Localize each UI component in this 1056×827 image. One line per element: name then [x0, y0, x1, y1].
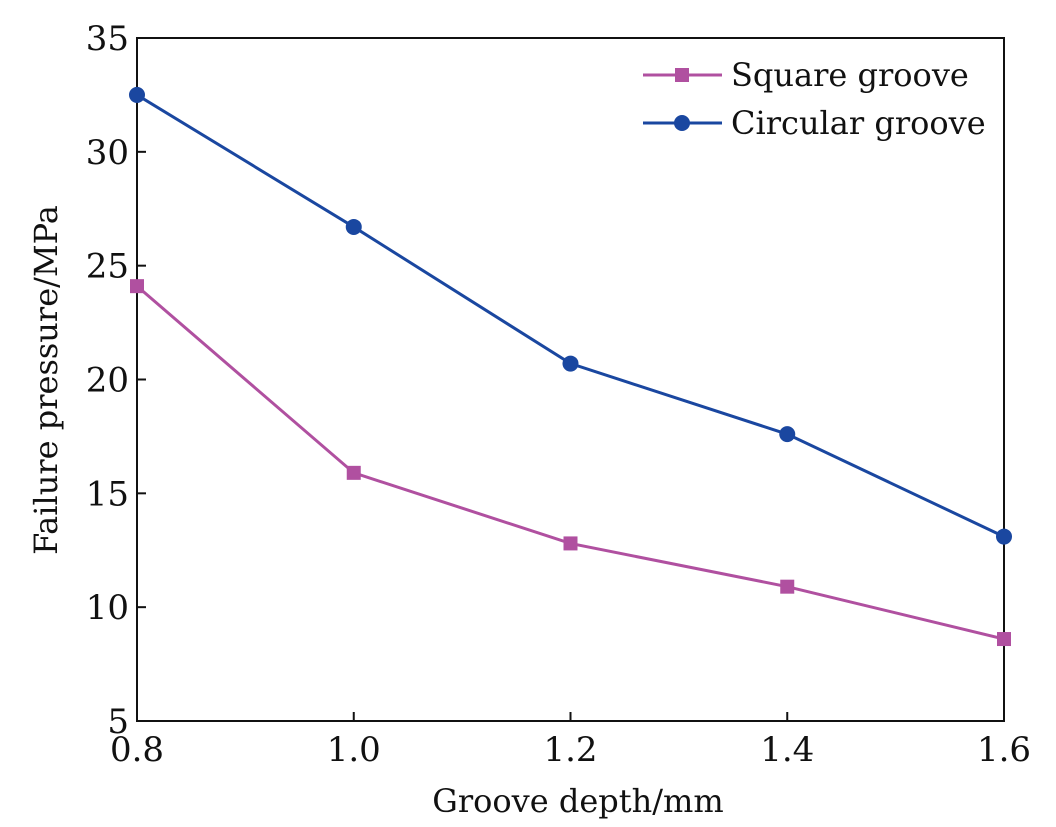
legend-item-circular-groove: Circular groove — [643, 104, 986, 142]
data-point-circular-groove — [562, 355, 579, 372]
series-line-circular-groove — [136, 93, 1005, 538]
series-line-square-groove — [136, 285, 1005, 641]
x-tick-label: 1.2 — [543, 730, 597, 770]
y-tick-label: 35 — [86, 19, 129, 59]
legend-marker-square-groove — [675, 68, 689, 82]
y-tick-label: 5 — [107, 702, 129, 742]
y-tick-label: 20 — [86, 361, 129, 401]
data-point-square-groove — [780, 579, 795, 594]
legend-label-circular-groove: Circular groove — [731, 104, 986, 142]
data-point-circular-groove — [129, 86, 145, 103]
y-tick-label: 10 — [86, 588, 129, 628]
x-tick-label: 1.6 — [977, 730, 1031, 770]
data-point-square-groove — [997, 632, 1011, 647]
y-axis: 5 10 15 20 25 30 35 — [86, 19, 146, 742]
data-point-square-groove — [346, 465, 361, 480]
legend: Square groove Circular groove — [643, 56, 986, 142]
legend-item-square-groove: Square groove — [643, 56, 969, 94]
y-tick-label: 15 — [86, 474, 129, 514]
x-tick-label: 0.8 — [110, 730, 164, 770]
y-axis-title: Failure pressure/MPa — [27, 205, 65, 555]
legend-marker-circular-groove — [674, 115, 690, 131]
x-axis-title: Groove depth/mm — [432, 782, 723, 820]
y-tick-label: 30 — [86, 133, 129, 173]
data-point-circular-groove — [779, 426, 796, 443]
x-tick-label: 1.0 — [327, 730, 381, 770]
series-layer — [129, 86, 1012, 647]
data-point-circular-groove — [345, 218, 362, 235]
legend-label-square-groove: Square groove — [731, 56, 969, 94]
data-point-square-groove — [563, 536, 578, 551]
x-tick-label: 1.4 — [760, 730, 814, 770]
data-point-circular-groove — [996, 528, 1012, 545]
series-square-groove — [130, 279, 1011, 647]
series-circular-groove — [129, 86, 1012, 545]
x-axis: 0.8 1.0 1.2 1.4 1.6 — [110, 712, 1031, 770]
data-point-square-groove — [130, 279, 144, 294]
y-tick-label: 25 — [86, 247, 129, 287]
